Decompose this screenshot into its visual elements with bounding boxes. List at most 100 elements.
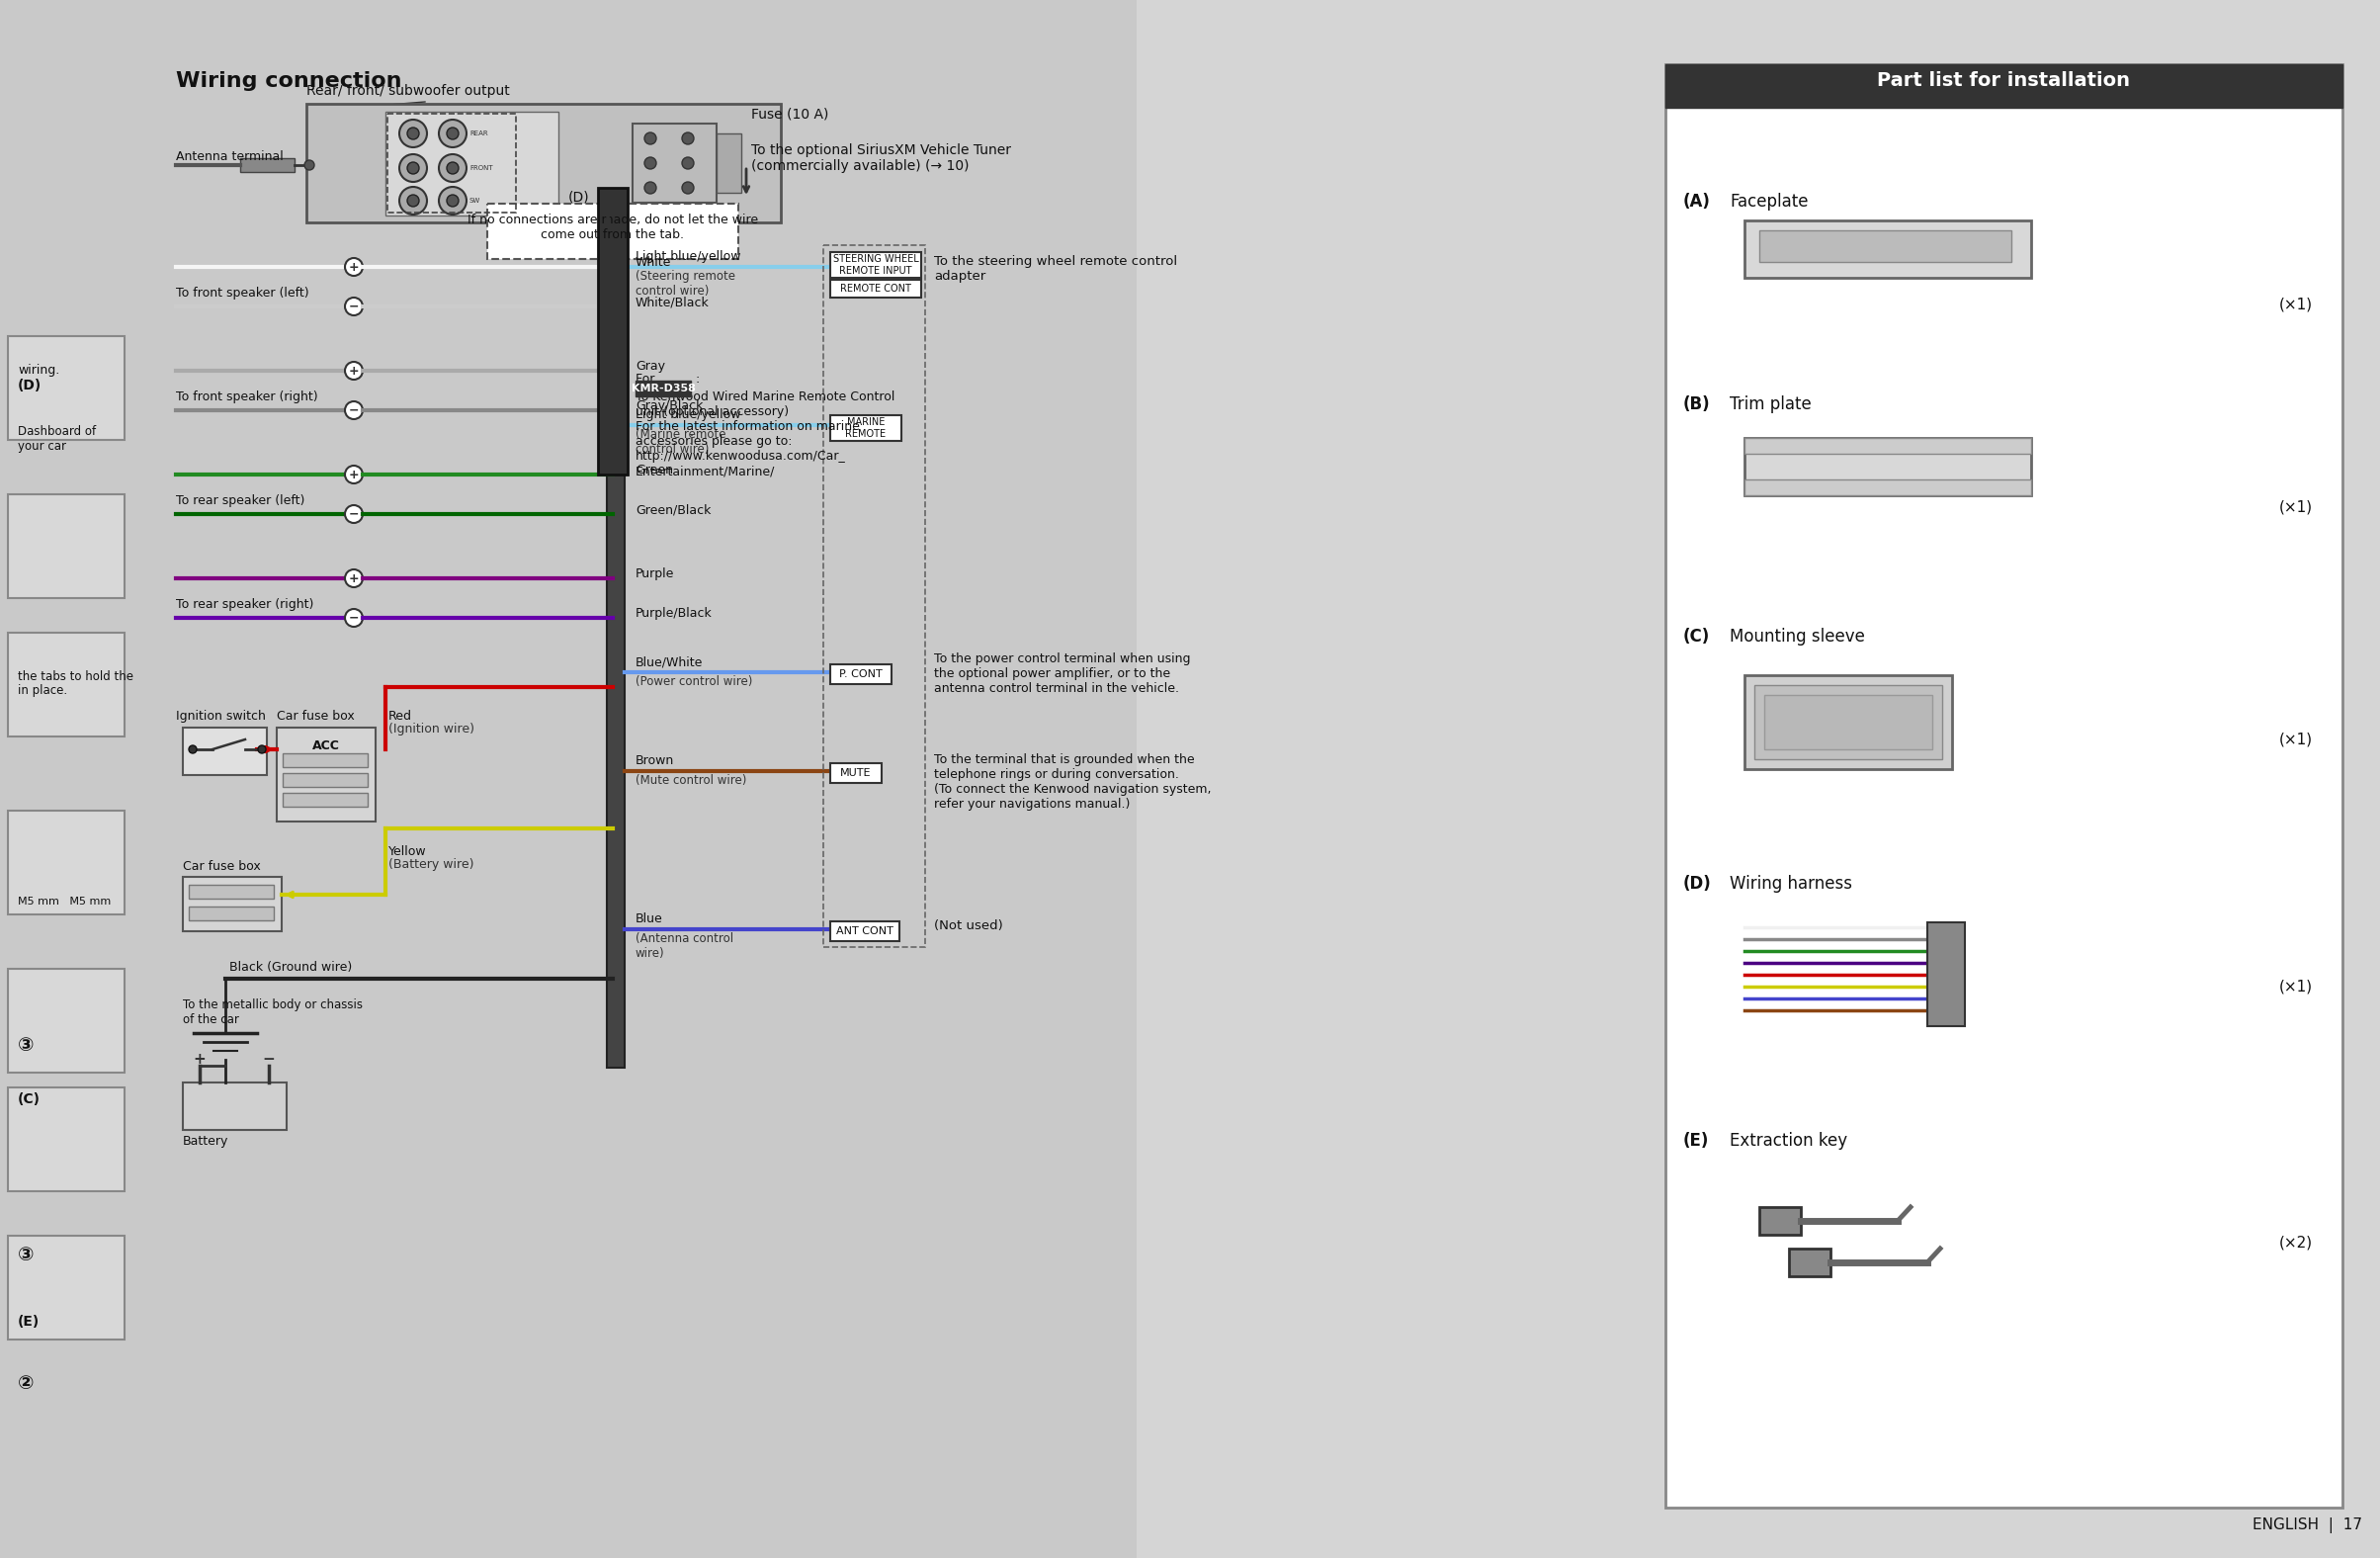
Bar — [283, 754, 367, 767]
Bar — [633, 123, 716, 203]
Text: Light blue/yellow: Light blue/yellow — [635, 408, 740, 421]
Text: (E): (E) — [1683, 1133, 1709, 1150]
Text: Part list for installation: Part list for installation — [1878, 72, 2130, 90]
Text: Yellow: Yellow — [388, 846, 426, 858]
Text: (×1): (×1) — [2280, 499, 2313, 514]
Bar — [283, 773, 367, 787]
Circle shape — [407, 162, 419, 174]
Text: (×1): (×1) — [2280, 732, 2313, 746]
Text: ENGLISH  |  17: ENGLISH | 17 — [2251, 1517, 2363, 1533]
Text: (Ignition wire): (Ignition wire) — [388, 723, 474, 735]
Text: Antenna terminal: Antenna terminal — [176, 150, 283, 164]
Bar — [1764, 695, 1933, 749]
Bar — [1138, 0, 2380, 1558]
Text: REMOTE CONT: REMOTE CONT — [840, 284, 912, 293]
Bar — [7, 633, 124, 737]
Circle shape — [438, 154, 466, 182]
Circle shape — [447, 128, 459, 139]
Text: White/Black: White/Black — [635, 296, 709, 308]
Text: (×1): (×1) — [2280, 978, 2313, 994]
Text: Faceplate: Faceplate — [1730, 193, 1809, 210]
Text: −: − — [347, 508, 359, 520]
Circle shape — [345, 569, 362, 587]
Bar — [7, 494, 124, 598]
Text: Gray: Gray — [635, 360, 664, 372]
Bar — [1745, 438, 2030, 495]
Bar — [1745, 480, 2030, 495]
Text: FONCTIONNEMENT DE BASE: FONCTIONNEMENT DE BASE — [478, 79, 866, 108]
Circle shape — [407, 128, 419, 139]
Text: (Mute control wire): (Mute control wire) — [635, 774, 747, 787]
Bar — [1745, 220, 2030, 277]
Text: Green: Green — [635, 464, 674, 477]
Text: Black (Ground wire): Black (Ground wire) — [228, 961, 352, 974]
Bar — [1754, 686, 1942, 759]
Text: Dashboard of
your car: Dashboard of your car — [17, 425, 95, 453]
Bar — [188, 907, 274, 921]
Bar — [831, 763, 881, 784]
Text: ③: ③ — [17, 1245, 33, 1265]
Text: To the power control terminal when using
the optional power amplifier, or to the: To the power control terminal when using… — [933, 653, 1190, 695]
Bar — [635, 380, 690, 396]
Circle shape — [400, 120, 426, 148]
Circle shape — [447, 162, 459, 174]
Text: FRONT: FRONT — [469, 165, 493, 171]
Text: +: + — [193, 1052, 207, 1066]
Text: P. CONT: P. CONT — [840, 670, 883, 679]
Circle shape — [257, 745, 267, 754]
Text: MUTE: MUTE — [840, 768, 871, 777]
Circle shape — [407, 195, 419, 207]
Text: Battery: Battery — [183, 1134, 228, 1148]
Text: in place.: in place. — [17, 684, 67, 696]
Text: To the steering wheel remote control
adapter: To the steering wheel remote control ada… — [933, 256, 1178, 282]
Bar — [188, 885, 274, 899]
Text: For: For — [635, 372, 659, 385]
Text: (E): (E) — [17, 1315, 40, 1329]
Text: SW: SW — [469, 198, 481, 204]
Text: Car fuse box: Car fuse box — [276, 710, 355, 723]
Bar — [1759, 1207, 1802, 1235]
Bar — [307, 104, 781, 223]
Bar — [7, 810, 124, 915]
Bar — [607, 198, 624, 1067]
Bar — [183, 1083, 286, 1130]
Text: (Steering remote
control wire): (Steering remote control wire) — [635, 270, 735, 298]
Bar — [0, 0, 1138, 1558]
Bar — [240, 159, 295, 171]
Circle shape — [345, 298, 362, 315]
Bar — [1745, 675, 1952, 770]
Text: M5 mm   M5 mm: M5 mm M5 mm — [17, 897, 112, 907]
Text: (×1): (×1) — [2280, 296, 2313, 312]
Circle shape — [683, 132, 695, 145]
Circle shape — [345, 466, 362, 483]
Bar — [831, 280, 921, 298]
Text: To front speaker (right): To front speaker (right) — [176, 391, 319, 404]
Text: (Not used): (Not used) — [933, 919, 1002, 932]
Text: (Battery wire): (Battery wire) — [388, 858, 474, 871]
Circle shape — [188, 745, 198, 754]
Text: STEERING WHEEL
REMOTE INPUT: STEERING WHEEL REMOTE INPUT — [833, 254, 919, 276]
Text: (B): (B) — [1683, 396, 1711, 413]
Text: −: − — [347, 301, 359, 313]
Text: FONCTIONNEMENT DE BASE: FONCTIONNEMENT DE BASE — [457, 47, 888, 75]
Bar — [276, 728, 376, 821]
Bar — [7, 337, 124, 439]
Text: MARINE
REMOTE: MARINE REMOTE — [845, 418, 885, 439]
Circle shape — [447, 195, 459, 207]
Text: (Power control wire): (Power control wire) — [635, 675, 752, 689]
Circle shape — [345, 259, 362, 276]
Text: Wiring harness: Wiring harness — [1730, 876, 1852, 893]
Text: Rear/ front/ subwoofer output: Rear/ front/ subwoofer output — [307, 84, 509, 98]
Text: ANT CONT: ANT CONT — [835, 927, 892, 936]
Circle shape — [345, 505, 362, 523]
Bar — [716, 134, 740, 193]
Text: (C): (C) — [1683, 628, 1711, 645]
Text: REAR: REAR — [469, 131, 488, 137]
Circle shape — [645, 157, 657, 170]
Bar — [597, 189, 628, 475]
Text: To rear speaker (right): To rear speaker (right) — [176, 598, 314, 611]
Bar — [831, 664, 892, 684]
Text: Purple/Black: Purple/Black — [635, 608, 712, 620]
Text: ③: ③ — [17, 1036, 33, 1055]
Text: Fuse (10 A): Fuse (10 A) — [752, 108, 828, 120]
